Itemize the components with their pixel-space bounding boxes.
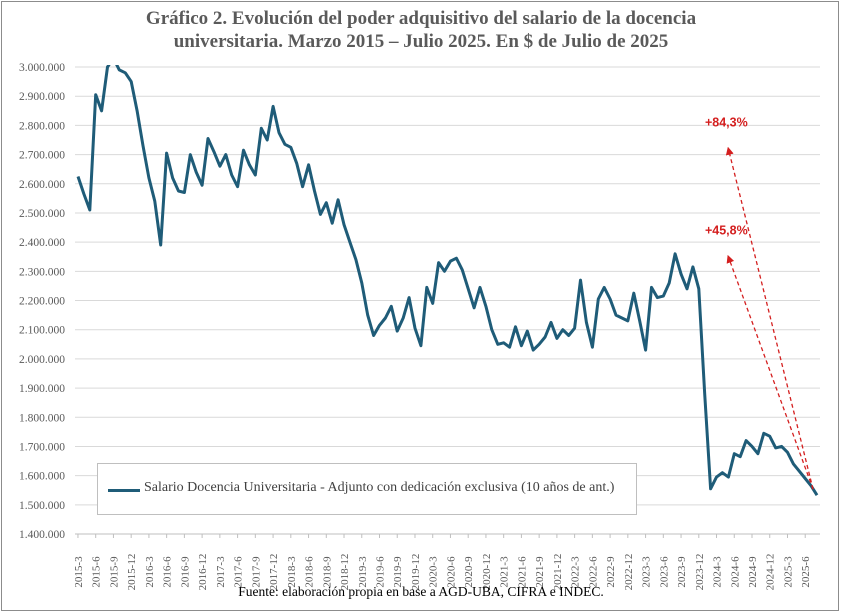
legend-swatch (108, 489, 140, 492)
x-tick-label: 2023-9 (676, 556, 688, 588)
x-tick-label: 2022-12 (623, 554, 635, 591)
x-tick-label: 2015-9 (108, 556, 120, 588)
y-tick-label: 1.500.000 (19, 500, 65, 512)
y-tick-label: 2.100.000 (19, 325, 65, 337)
x-tick-label: 2021-12 (552, 554, 564, 591)
x-tick-label: 2018-9 (321, 556, 333, 588)
x-tick-label: 2019-3 (357, 556, 369, 588)
x-tick-label: 2021-9 (534, 556, 546, 588)
x-tick-label: 2023-12 (694, 554, 706, 591)
x-tick-label: 2019-6 (375, 556, 387, 588)
x-tick-label: 2024-6 (729, 556, 741, 588)
legend-label: Salario Docencia Universitaria - Adjunto… (144, 480, 615, 495)
x-tick-label: 2023-3 (641, 556, 653, 588)
x-tick-label: 2018-12 (339, 554, 351, 591)
x-tick-label: 2024-12 (765, 554, 777, 591)
x-tick-label: 2017-9 (250, 556, 262, 588)
x-tick-label: 2020-12 (481, 554, 493, 591)
x-tick-label: 2016-9 (179, 556, 191, 588)
x-tick-label: 2015-12 (126, 554, 138, 591)
series-layer (76, 65, 819, 496)
series-line-salario (76, 65, 819, 496)
chart-title-line-1: Gráfico 2. Evolución del poder adquisiti… (145, 8, 697, 29)
annotation-label: +84,3% (705, 116, 748, 130)
y-tick-label: 2.000.000 (19, 354, 65, 366)
chart-title-line-2: universitaria. Marzo 2015 – Julio 2025. … (173, 31, 669, 52)
x-tick-label: 2016-6 (162, 556, 174, 588)
x-tick-label: 2025-6 (800, 556, 812, 588)
annotation-label: +45,8% (705, 224, 748, 238)
x-tick-label: 2020-3 (428, 556, 440, 588)
x-tick-label: 2020-9 (463, 556, 475, 588)
y-tick-label: 2.800.000 (19, 120, 65, 132)
annotation-layer: +84,3% +45,8% (705, 116, 814, 490)
y-axis-tick-labels: 1.400.000 1.500.000 1.600.000 1.700.000 1.80… (19, 62, 65, 541)
x-tick-label: 2025-3 (782, 556, 794, 588)
x-tick-label: 2021-6 (516, 556, 528, 588)
y-tick-label: 1.900.000 (19, 383, 65, 395)
x-tick-label: 2017-12 (268, 554, 280, 591)
x-tick-label: 2020-6 (445, 556, 457, 588)
y-tick-label: 2.500.000 (19, 208, 65, 220)
x-axis-tick-labels: 2015-3 2015-6 2015-9 2015-12 2016-3 2016-6 201… (73, 534, 812, 590)
x-tick-label: 2024-3 (712, 556, 724, 588)
y-tick-label: 1.400.000 (19, 529, 65, 541)
x-tick-label: 2022-9 (605, 556, 617, 588)
y-tick-label: 2.700.000 (19, 150, 65, 162)
annotation-arrow (725, 146, 814, 490)
x-tick-label: 2016-12 (197, 554, 209, 591)
x-tick-label: 2018-3 (286, 556, 298, 588)
y-tick-label: 2.900.000 (19, 91, 65, 103)
x-tick-label: 2021-3 (499, 556, 511, 588)
x-tick-label: 2017-3 (215, 556, 227, 588)
x-tick-label: 2022-3 (570, 556, 582, 588)
y-tick-label: 2.400.000 (19, 237, 65, 249)
y-tick-label: 2.600.000 (19, 179, 65, 191)
annotation-arrow (726, 254, 814, 490)
x-tick-label: 2019-12 (410, 554, 422, 591)
x-tick-label: 2024-9 (747, 556, 759, 588)
x-tick-label: 2015-6 (91, 556, 103, 588)
x-tick-label: 2022-6 (587, 556, 599, 588)
source-note: Fuente: elaboración propia en base a AGD… (238, 584, 604, 599)
y-tick-label: 2.200.000 (19, 296, 65, 308)
y-tick-label: 2.300.000 (19, 266, 65, 278)
y-tick-label: 1.700.000 (19, 441, 65, 453)
y-tick-label: 3.000.000 (19, 62, 65, 74)
x-tick-label: 2015-3 (73, 556, 85, 588)
x-tick-label: 2018-6 (304, 556, 316, 588)
y-tick-label: 1.800.000 (19, 412, 65, 424)
x-tick-label: 2017-6 (233, 556, 245, 588)
y-tick-label: 1.600.000 (19, 471, 65, 483)
legend: Salario Docencia Universitaria - Adjunto… (97, 463, 637, 515)
x-tick-label: 2016-3 (144, 556, 156, 588)
x-tick-label: 2023-6 (658, 556, 670, 588)
x-tick-label: 2019-9 (392, 556, 404, 588)
